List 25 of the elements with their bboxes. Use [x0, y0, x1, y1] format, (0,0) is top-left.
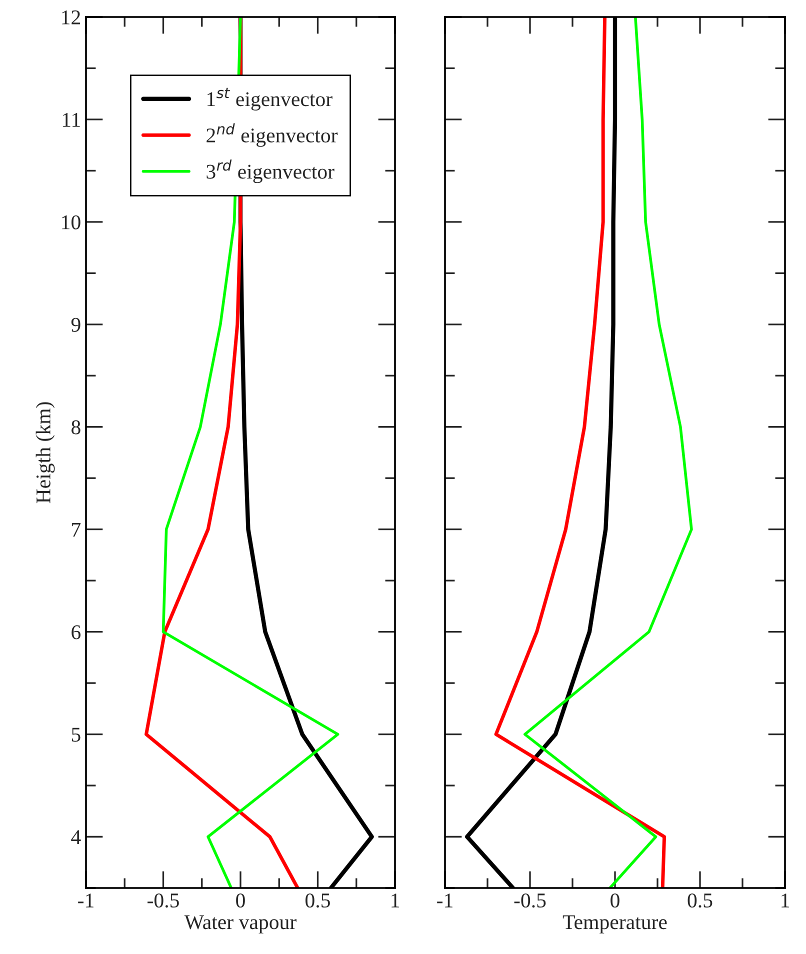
x-tick-label: -0.5	[514, 893, 546, 908]
y-tick-label: 7	[72, 522, 81, 537]
y-tick-label: 6	[72, 625, 81, 640]
x-tick-label: 0	[236, 893, 245, 908]
x-tick-label: -0.5	[148, 893, 179, 908]
x-tick-label: -1	[437, 894, 452, 908]
y-tick-label: 10	[62, 215, 80, 230]
x-axis-title: Temperature	[562, 915, 667, 934]
x-axis-title: Water vapour	[184, 915, 296, 934]
x-tick-label: 1	[782, 894, 789, 908]
legend-label: 2$^{nd}$ eigenvector	[206, 123, 338, 147]
y-tick-label: 9	[71, 318, 80, 332]
legend-label: 3$^{rd}$ eigenvector	[206, 159, 334, 184]
y-tick-label: 4	[71, 830, 81, 844]
x-tick-label: 1	[392, 894, 399, 908]
y-tick-label: 8	[72, 420, 80, 434]
y-tick-label: 11	[62, 112, 80, 127]
x-tick-label: 0.5	[306, 893, 330, 908]
x-tick-label: 0.5	[688, 893, 712, 908]
y-tick-label: 12	[62, 10, 80, 24]
y-axis-title: Heigth (km)	[36, 402, 55, 504]
y-tick-label: 5	[72, 728, 80, 742]
x-tick-label: -1	[78, 894, 94, 908]
x-tick-label: 0	[610, 893, 620, 908]
legend-label: 1$^{st}$ eigenvector	[208, 88, 332, 111]
